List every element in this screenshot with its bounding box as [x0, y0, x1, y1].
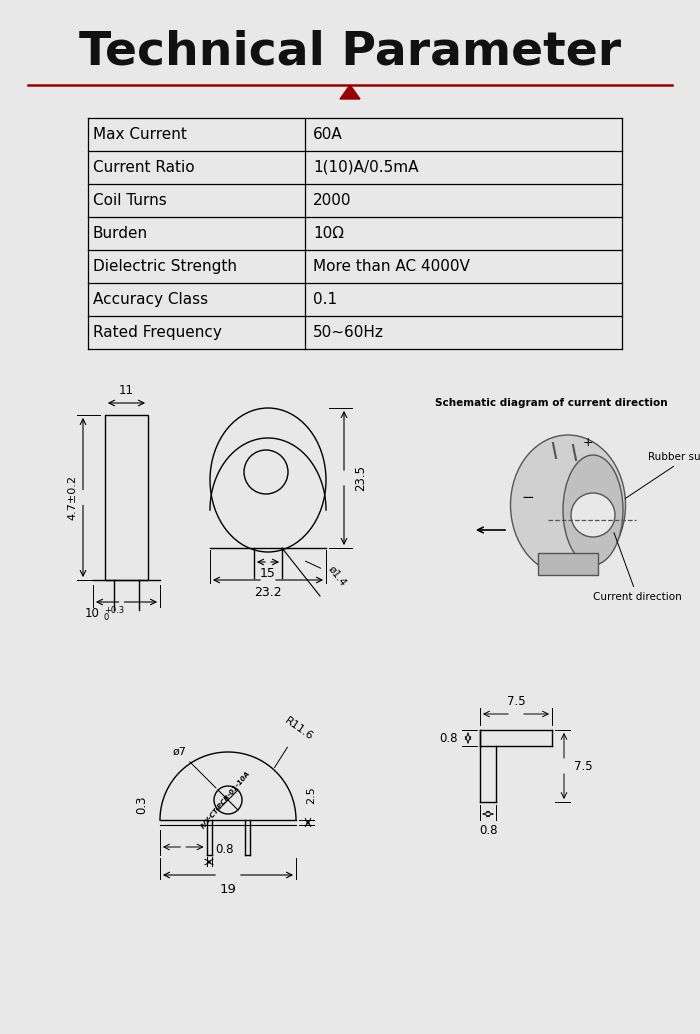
Text: 15: 15	[260, 567, 276, 580]
Ellipse shape	[510, 435, 626, 575]
Text: Schematic diagram of current direction: Schematic diagram of current direction	[435, 398, 668, 408]
Text: More than AC 4000V: More than AC 4000V	[313, 258, 470, 274]
Polygon shape	[340, 85, 360, 99]
Text: 11: 11	[119, 384, 134, 397]
Text: 0.8: 0.8	[440, 731, 458, 744]
Text: 7.5: 7.5	[507, 695, 525, 708]
Text: 50~60Hz: 50~60Hz	[313, 325, 384, 340]
Text: Max Current: Max Current	[93, 127, 187, 142]
Text: 23.5: 23.5	[354, 465, 367, 491]
Text: 0.1: 0.1	[313, 292, 337, 307]
Text: 60A: 60A	[313, 127, 343, 142]
Text: +: +	[583, 435, 594, 449]
Text: 0.3: 0.3	[136, 796, 148, 814]
Text: Rubber surface: Rubber surface	[625, 452, 700, 498]
Ellipse shape	[563, 455, 623, 565]
Text: ø7: ø7	[173, 747, 216, 788]
Text: 0: 0	[104, 613, 109, 622]
Text: Current Ratio: Current Ratio	[93, 160, 195, 175]
Bar	[105, 415, 148, 580]
Text: +0.3: +0.3	[104, 606, 124, 615]
Text: Accuracy Class: Accuracy Class	[93, 292, 208, 307]
Text: 23.2: 23.2	[254, 586, 282, 599]
Text: 0.8: 0.8	[215, 843, 233, 856]
Text: 7.5: 7.5	[574, 760, 593, 772]
Text: 19: 19	[220, 883, 237, 896]
Text: 4.7±0.2: 4.7±0.2	[67, 475, 77, 520]
Text: Burden: Burden	[93, 226, 148, 241]
Text: Dielectric Strength: Dielectric Strength	[93, 258, 237, 274]
Text: Rated Frequency: Rated Frequency	[93, 325, 222, 340]
Text: 2000: 2000	[313, 193, 351, 208]
Text: 10: 10	[85, 607, 100, 620]
Text: IVY-CT-PCB-01-10A: IVY-CT-PCB-01-10A	[200, 770, 252, 830]
Text: 10Ω: 10Ω	[313, 226, 344, 241]
Text: 0.8: 0.8	[479, 824, 497, 837]
Text: Coil Turns: Coil Turns	[93, 193, 167, 208]
Text: −: −	[522, 489, 534, 505]
Text: Technical Parameter: Technical Parameter	[79, 30, 621, 74]
Bar	[538, 553, 598, 575]
Text: R11.6: R11.6	[274, 716, 315, 767]
Text: Current direction: Current direction	[593, 533, 682, 602]
Text: 2.5: 2.5	[306, 786, 316, 803]
Text: ø1.4: ø1.4	[305, 561, 348, 588]
Circle shape	[571, 493, 615, 537]
Text: 1(10)A/0.5mA: 1(10)A/0.5mA	[313, 160, 419, 175]
